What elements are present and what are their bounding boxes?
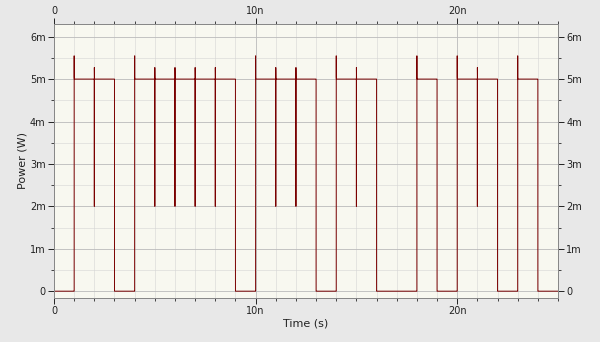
Y-axis label: Power (W): Power (W) xyxy=(17,132,27,189)
X-axis label: Time (s): Time (s) xyxy=(283,319,329,329)
